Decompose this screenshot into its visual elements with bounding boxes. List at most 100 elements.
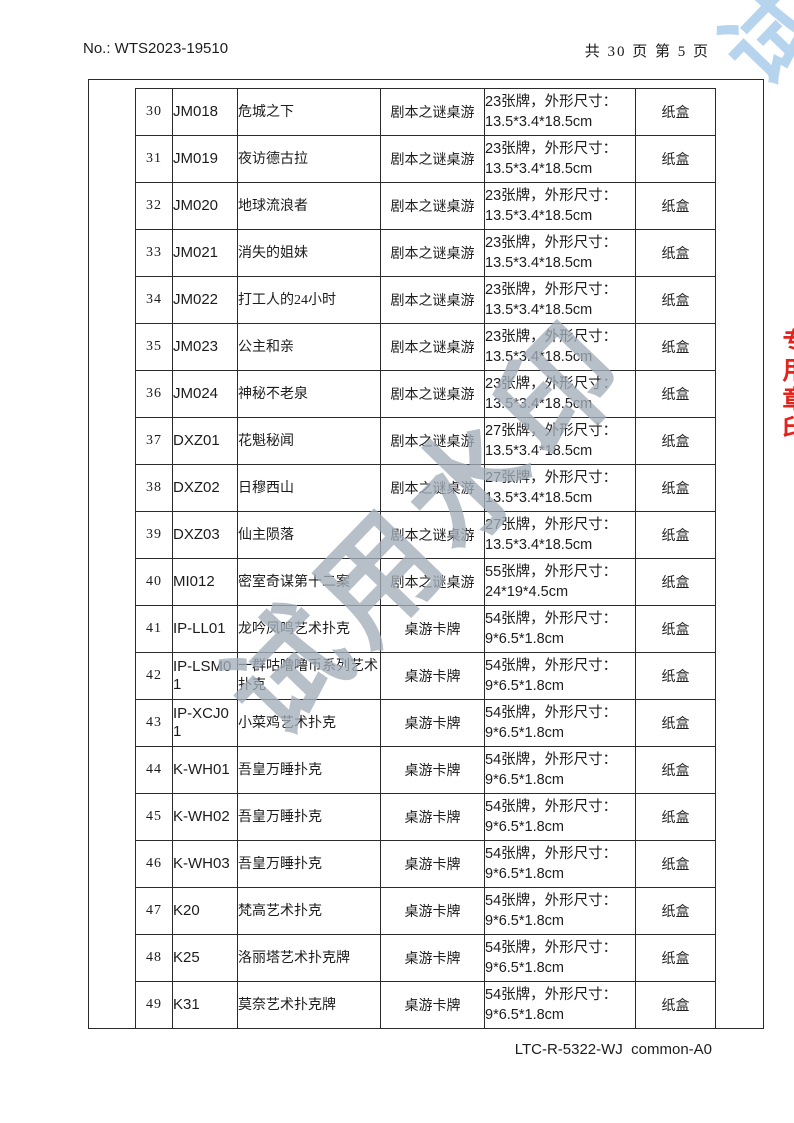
item-code-cell: JM022: [172, 276, 238, 324]
item-type-cell: 剧本之谜桌游: [380, 276, 485, 324]
row-number-cell: 46: [135, 840, 173, 888]
spec-line-1: 23张牌，外形尺寸：: [485, 188, 618, 204]
item-material-cell: 纸盒: [635, 464, 716, 512]
item-type-cell: 桌游卡牌: [380, 934, 485, 982]
item-code-cell: DXZ02: [172, 464, 238, 512]
item-code-cell: DXZ03: [172, 511, 238, 559]
item-code-cell: DXZ01: [172, 417, 238, 465]
spec-line-2: 24*19*4.5cm: [485, 584, 569, 600]
item-code-cell: JM020: [172, 182, 238, 230]
item-name-cell: 消失的姐妹: [237, 229, 381, 277]
item-code-cell: IP-XCJ01: [172, 699, 238, 747]
item-spec-cell: 54张牌，外形尺寸： 9*6.5*1.8cm: [484, 981, 636, 1029]
item-spec-cell: 54张牌，外形尺寸： 9*6.5*1.8cm: [484, 699, 636, 747]
item-spec-cell: 23张牌，外形尺寸： 13.5*3.4*18.5cm: [484, 323, 636, 371]
row-number-cell: 34: [135, 276, 173, 324]
item-material-cell: 纸盒: [635, 323, 716, 371]
row-number-cell: 33: [135, 229, 173, 277]
item-name-cell: 小菜鸡艺术扑克: [237, 699, 381, 747]
row-number-cell: 37: [135, 417, 173, 465]
item-material-cell: 纸盒: [635, 182, 716, 230]
item-code-cell: IP-LSM01: [172, 652, 238, 700]
row-number-cell: 47: [135, 887, 173, 935]
spec-line-2: 13.5*3.4*18.5cm: [485, 255, 593, 271]
item-material-cell: 纸盒: [635, 135, 716, 183]
item-type-cell: 剧本之谜桌游: [380, 417, 485, 465]
item-type-cell: 桌游卡牌: [380, 746, 485, 794]
spec-line-1: 23张牌，外形尺寸：: [485, 376, 618, 392]
item-type-cell: 剧本之谜桌游: [380, 323, 485, 371]
items-table: 30 JM018 危城之下 剧本之谜桌游 23张牌，外形尺寸： 13.5*3.4…: [135, 88, 716, 1029]
table-body: 30 JM018 危城之下 剧本之谜桌游 23张牌，外形尺寸： 13.5*3.4…: [135, 88, 716, 1029]
item-code-cell: K-WH01: [172, 746, 238, 794]
item-type-cell: 桌游卡牌: [380, 605, 485, 653]
row-number-cell: 30: [135, 88, 173, 136]
watermark-bottom-edge: 试用水印试用水印: [30, 1099, 794, 1123]
item-type-cell: 剧本之谜桌游: [380, 511, 485, 559]
item-code-cell: K-WH02: [172, 793, 238, 841]
spec-line-2: 9*6.5*1.8cm: [485, 1007, 565, 1023]
item-type-cell: 桌游卡牌: [380, 793, 485, 841]
item-code-cell: K31: [172, 981, 238, 1029]
spec-line-2: 9*6.5*1.8cm: [485, 772, 565, 788]
item-type-cell: 剧本之谜桌游: [380, 370, 485, 418]
spec-line-2: 9*6.5*1.8cm: [485, 631, 565, 647]
spec-line-2: 13.5*3.4*18.5cm: [485, 443, 593, 459]
page-count-indicator: 共 30 页 第 5 页: [584, 44, 710, 60]
item-spec-cell: 54张牌，外形尺寸： 9*6.5*1.8cm: [484, 840, 636, 888]
row-number-cell: 41: [135, 605, 173, 653]
item-name-cell: 梵高艺术扑克: [237, 887, 381, 935]
table-row: 32 JM020 地球流浪者 剧本之谜桌游 23张牌，外形尺寸： 13.5*3.…: [135, 182, 716, 230]
row-number-cell: 31: [135, 135, 173, 183]
row-number-cell: 44: [135, 746, 173, 794]
clipped-red-stamp-text: 专用章印: [779, 328, 794, 444]
row-number-cell: 42: [135, 652, 173, 700]
table-row: 43 IP-XCJ01 小菜鸡艺术扑克 桌游卡牌 54张牌，外形尺寸： 9*6.…: [135, 699, 716, 747]
item-type-cell: 剧本之谜桌游: [380, 182, 485, 230]
table-row: 47 K20 梵高艺术扑克 桌游卡牌 54张牌，外形尺寸： 9*6.5*1.8c…: [135, 887, 716, 935]
table-row: 41 IP-LL01 龙吟凤鸣艺术扑克 桌游卡牌 54张牌，外形尺寸： 9*6.…: [135, 605, 716, 653]
item-name-cell: 吾皇万睡扑克: [237, 840, 381, 888]
item-code-cell: IP-LL01: [172, 605, 238, 653]
item-spec-cell: 54张牌，外形尺寸： 9*6.5*1.8cm: [484, 934, 636, 982]
spec-line-1: 54张牌，外形尺寸：: [485, 987, 618, 1003]
table-row: 46 K-WH03 吾皇万睡扑克 桌游卡牌 54张牌，外形尺寸： 9*6.5*1…: [135, 840, 716, 888]
item-spec-cell: 54张牌，外形尺寸： 9*6.5*1.8cm: [484, 793, 636, 841]
spec-line-2: 13.5*3.4*18.5cm: [485, 208, 593, 224]
item-material-cell: 纸盒: [635, 652, 716, 700]
spec-line-1: 54张牌，外形尺寸：: [485, 799, 618, 815]
spec-line-1: 23张牌，外形尺寸：: [485, 329, 618, 345]
row-number-cell: 38: [135, 464, 173, 512]
table-row: 45 K-WH02 吾皇万睡扑克 桌游卡牌 54张牌，外形尺寸： 9*6.5*1…: [135, 793, 716, 841]
spec-line-2: 13.5*3.4*18.5cm: [485, 490, 593, 506]
spec-line-1: 23张牌，外形尺寸：: [485, 235, 618, 251]
table-row: 49 K31 莫奈艺术扑克牌 桌游卡牌 54张牌，外形尺寸： 9*6.5*1.8…: [135, 981, 716, 1029]
spec-line-2: 13.5*3.4*18.5cm: [485, 302, 593, 318]
item-type-cell: 剧本之谜桌游: [380, 464, 485, 512]
item-spec-cell: 54张牌，外形尺寸： 9*6.5*1.8cm: [484, 887, 636, 935]
item-spec-cell: 23张牌，外形尺寸： 13.5*3.4*18.5cm: [484, 88, 636, 136]
table-row: 37 DXZ01 花魁秘闻 剧本之谜桌游 27张牌，外形尺寸： 13.5*3.4…: [135, 417, 716, 465]
spec-line-2: 13.5*3.4*18.5cm: [485, 537, 593, 553]
row-number-cell: 48: [135, 934, 173, 982]
item-code-cell: JM021: [172, 229, 238, 277]
row-number-cell: 40: [135, 558, 173, 606]
row-number-cell: 43: [135, 699, 173, 747]
spec-line-1: 54张牌，外形尺寸：: [485, 893, 618, 909]
item-name-cell: 夜访德古拉: [237, 135, 381, 183]
item-material-cell: 纸盒: [635, 887, 716, 935]
spec-line-2: 13.5*3.4*18.5cm: [485, 114, 593, 130]
spec-line-1: 54张牌，外形尺寸：: [485, 705, 618, 721]
table-row: 35 JM023 公主和亲 剧本之谜桌游 23张牌，外形尺寸： 13.5*3.4…: [135, 323, 716, 371]
spec-line-2: 9*6.5*1.8cm: [485, 866, 565, 882]
spec-line-1: 54张牌，外形尺寸：: [485, 846, 618, 862]
item-spec-cell: 54张牌，外形尺寸： 9*6.5*1.8cm: [484, 652, 636, 700]
footer-template-code: LTC-R-5322-WJ common-A0: [514, 1041, 712, 1058]
item-material-cell: 纸盒: [635, 417, 716, 465]
item-code-cell: K-WH03: [172, 840, 238, 888]
spec-line-1: 55张牌，外形尺寸：: [485, 564, 618, 580]
item-material-cell: 纸盒: [635, 276, 716, 324]
spec-line-2: 9*6.5*1.8cm: [485, 960, 565, 976]
item-name-cell: 密室奇谋第十二案: [237, 558, 381, 606]
item-name-cell: 洛丽塔艺术扑克牌: [237, 934, 381, 982]
